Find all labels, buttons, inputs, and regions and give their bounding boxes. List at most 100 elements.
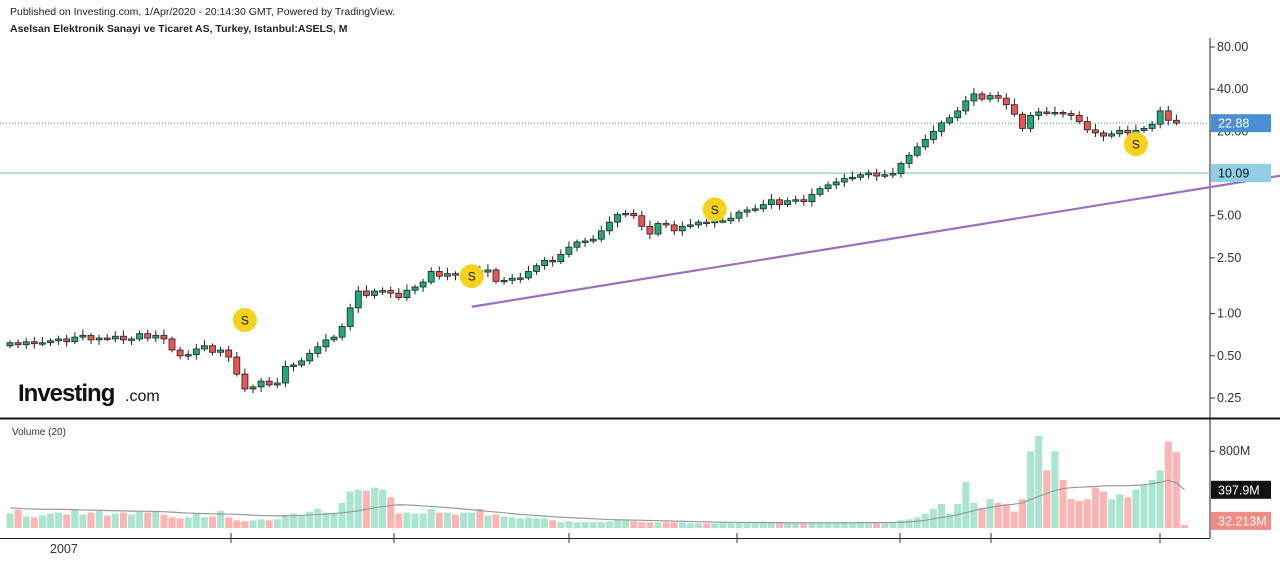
candle-body: [946, 117, 953, 124]
candle-body: [192, 348, 200, 356]
last-price-badge-text: 22.88: [1218, 117, 1249, 131]
candle-body: [1035, 111, 1043, 116]
volume-bar: [848, 523, 856, 528]
volume-bar: [435, 512, 443, 528]
candle-body: [703, 221, 710, 225]
candle-body: [849, 176, 856, 180]
symbol-title: Aselsan Elektronik Sanayi ve Ticaret AS,…: [10, 23, 348, 35]
candle-body: [1043, 111, 1051, 114]
candle-body: [824, 184, 832, 190]
volume-bar: [492, 514, 500, 528]
candle-body: [776, 199, 783, 206]
candle-body: [435, 271, 443, 277]
candle-body: [565, 246, 573, 255]
candle-body: [128, 338, 135, 341]
volume-bar: [330, 512, 338, 528]
volume-bar: [103, 515, 111, 528]
volume-bar: [962, 481, 970, 528]
volume-bar: [654, 522, 662, 528]
volume-bar: [144, 512, 152, 528]
candle-body: [695, 221, 702, 226]
volume-bar: [776, 523, 783, 528]
volume-bar: [1059, 480, 1067, 528]
candle-body: [306, 353, 314, 362]
volume-bar: [1027, 451, 1035, 528]
volume-last-badge: [1211, 511, 1271, 530]
sell-signal-marker[interactable]: [1123, 132, 1148, 157]
volume-bar: [1172, 452, 1180, 528]
candle-body: [371, 290, 378, 296]
volume-bar: [889, 522, 897, 528]
candle-body: [1173, 119, 1180, 124]
candle-body: [184, 354, 192, 357]
candle-body: [419, 281, 427, 288]
sell-signal-marker[interactable]: [459, 264, 484, 289]
sell-signal-label: S: [468, 270, 476, 284]
sell-signal-marker[interactable]: [232, 308, 257, 333]
candle-body: [1019, 113, 1026, 129]
volume-bar: [767, 522, 775, 528]
volume-bars: [6, 435, 1188, 528]
sell-signal-label: S: [1132, 138, 1140, 152]
candle-body: [597, 230, 605, 240]
candle-body: [63, 338, 71, 343]
candle-body: [87, 334, 95, 341]
candle-body: [403, 289, 411, 299]
volume-bar: [573, 522, 581, 528]
volume-bar: [209, 516, 216, 528]
candle-body: [273, 382, 281, 386]
volume-bar: [1091, 487, 1099, 528]
volume-bar: [1043, 470, 1051, 528]
volume-bar: [646, 522, 654, 528]
volume-bar: [541, 518, 549, 528]
sell-signal-label: S: [711, 203, 719, 217]
candle-body: [362, 290, 370, 296]
sell-signal-marker[interactable]: [702, 197, 727, 222]
candle-body: [225, 349, 233, 358]
volume-bar: [468, 512, 476, 528]
volume-bar: [225, 517, 233, 528]
candle-body: [346, 307, 354, 327]
candle-body: [30, 341, 38, 345]
candle-body: [1148, 123, 1156, 129]
candle-body: [290, 364, 297, 367]
volume-bar: [419, 513, 427, 528]
candle-body: [954, 110, 962, 119]
price-tick-label: 0.25: [1217, 391, 1241, 405]
candle-body: [840, 178, 848, 183]
candle-body: [492, 269, 500, 282]
price-tick-label: 80.00: [1217, 40, 1248, 54]
candle-body: [581, 240, 589, 243]
candle-body: [281, 366, 289, 384]
candle-body: [136, 333, 144, 340]
candle-body: [500, 279, 508, 283]
signal-markers[interactable]: SSSSP: [232, 85, 1280, 333]
candle-body: [160, 334, 168, 340]
volume-bar: [816, 523, 824, 528]
volume-bar: [184, 517, 192, 528]
candle-body: [330, 336, 338, 341]
logo-text: Investing: [18, 380, 115, 407]
volume-bar: [14, 509, 22, 528]
candle-body: [873, 172, 881, 177]
candle-body: [1075, 114, 1083, 122]
price-badges: 22.88 10.09 397.9M 32.213M: [1211, 114, 1271, 530]
volume-bar: [808, 523, 816, 528]
volume-bar: [970, 503, 978, 528]
volume-bar: [913, 517, 921, 528]
candle-body: [1140, 127, 1148, 131]
candle-body: [354, 290, 362, 309]
volume-bar: [954, 504, 962, 528]
volume-bar: [71, 509, 79, 528]
volume-bar: [354, 489, 362, 528]
volume-bar: [443, 512, 451, 528]
volume-bar: [857, 522, 864, 528]
volume-bar: [249, 520, 257, 528]
candle-body: [751, 208, 759, 211]
volume-bar: [1132, 489, 1140, 528]
trendline[interactable]: [471, 127, 1280, 308]
candle-body: [79, 334, 87, 338]
volume-bar: [217, 510, 225, 528]
trendline-group[interactable]: [471, 127, 1280, 308]
